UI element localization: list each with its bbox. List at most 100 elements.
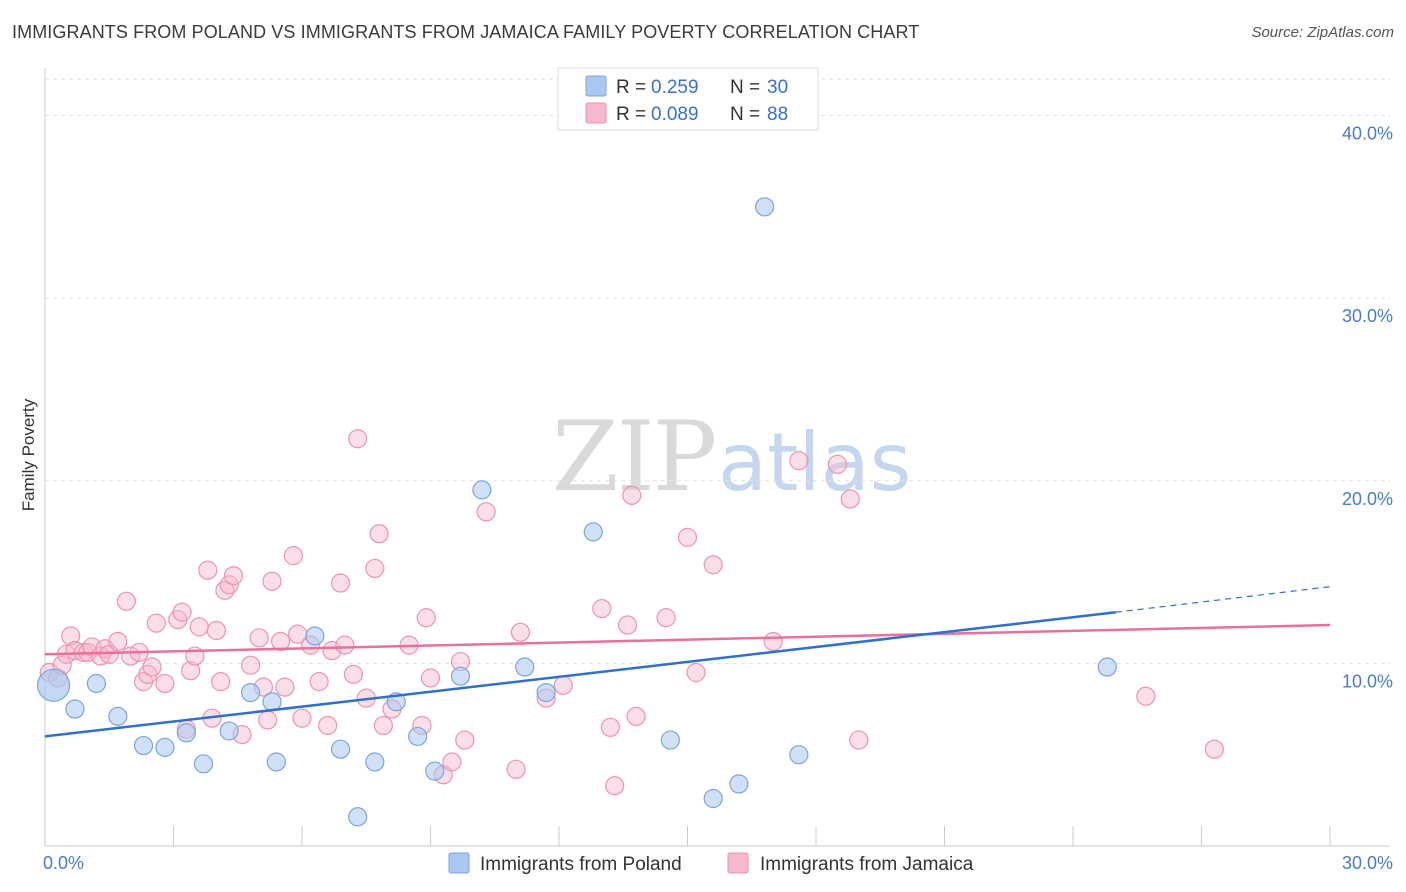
jamaica-point [343,664,363,684]
jamaica-point [189,617,209,637]
jamaica-trendline [44,623,1331,656]
poland-points [36,197,1117,827]
jamaica-point [108,631,128,652]
poland-point [472,480,492,500]
y-tick-label: 30.0% [1342,306,1393,326]
jamaica-point [142,657,162,677]
poland-trendline [44,611,1116,738]
poland-point [133,735,154,756]
poland-point [155,737,175,757]
jamaica-point [442,752,462,772]
jamaica-point [849,730,869,750]
jamaica-point [677,527,698,547]
jamaica-point [626,706,646,726]
poland-point [536,682,556,703]
jamaica-point [155,673,175,694]
chart-title: IMMIGRANTS FROM POLAND VS IMMIGRANTS FRO… [12,22,920,42]
jamaica-point [146,613,166,633]
jamaica-point [198,560,218,580]
jamaica-point [592,598,612,619]
y-tick-label: 10.0% [1342,671,1393,691]
jamaica-point [840,489,860,509]
jamaica-point [249,628,269,648]
jamaica-point [622,485,642,505]
watermark-atlas: atlas [718,416,911,509]
poland-point [583,522,603,542]
poland-point [754,197,775,217]
poland-point [266,752,286,772]
jamaica-bottom-swatch [727,852,749,874]
poland-point [703,788,723,809]
jamaica-point [789,451,809,471]
poland-point [729,774,749,794]
poland-point [425,761,445,781]
jamaica-point [1204,739,1224,759]
jamaica-point [61,626,81,646]
jamaica-legend-label: Immigrants from Jamaica [760,854,974,875]
jamaica-point [553,675,573,695]
poland-point [408,726,428,747]
jamaica-point [1136,686,1156,706]
jamaica-point [335,635,355,655]
poland-point [193,754,214,774]
jamaica-point [365,558,385,579]
poland-point [219,721,239,741]
poland-point [108,706,128,726]
jamaica-legend-swatch [585,102,607,124]
poland-point [36,668,71,702]
jamaica-point [703,555,723,575]
y-tick-label: 40.0% [1342,124,1393,144]
gridlines [45,78,1390,664]
jamaica-r-label: R = [616,104,646,125]
poland-point [86,673,107,694]
poland-n-value: 30 [767,77,788,98]
jamaica-point [219,575,239,595]
y-tick-label: 20.0% [1342,489,1393,509]
poland-point [262,692,282,712]
poland-point [365,752,385,772]
jamaica-point [348,429,368,449]
jamaica-point [223,566,244,586]
jamaica-r-value: 0.089 [651,104,699,125]
tick-labels: 10.0% 20.0% 30.0% 40.0% 0.0% 30.0% [43,124,1393,873]
poland-point [65,699,85,719]
jamaica-point [283,546,304,566]
jamaica-point [656,608,676,628]
poland-point [515,657,535,677]
jamaica-point [600,717,621,737]
jamaica-point [330,573,351,593]
jamaica-point [270,631,291,652]
jamaica-point [763,631,783,652]
jamaica-point [373,715,393,736]
poland-r-label: R = [616,77,646,98]
jamaica-point [275,677,295,697]
jamaica-n-label: N = [730,104,760,125]
poland-point [348,807,368,827]
poland-point [789,745,809,765]
series-legend: Immigrants from Poland Immigrants from J… [448,852,974,875]
poland-n-label: N = [730,77,760,98]
axes [44,68,1390,847]
poland-point [450,666,471,686]
watermark-zip: ZIP [552,401,715,513]
jamaica-point [827,454,848,474]
jamaica-point [292,708,312,728]
jamaica-point [211,672,231,692]
jamaica-point [241,655,261,675]
source-label: Source: ZipAtlas.com [1251,24,1394,41]
jamaica-point [181,661,201,681]
jamaica-point [116,591,136,611]
jamaica-point [309,672,329,692]
jamaica-point [686,662,706,683]
jamaica-point [605,776,625,796]
jamaica-point [206,620,226,641]
poland-point [660,730,680,750]
trendlines [44,586,1331,738]
jamaica-point [318,715,338,736]
jamaica-point [420,668,441,688]
poland-point [330,739,351,759]
jamaica-point [258,710,278,730]
poland-legend-label: Immigrants from Poland [480,854,682,875]
poland-trendline-extension [1115,586,1331,613]
x-tick-label-max: 30.0% [1342,853,1393,873]
